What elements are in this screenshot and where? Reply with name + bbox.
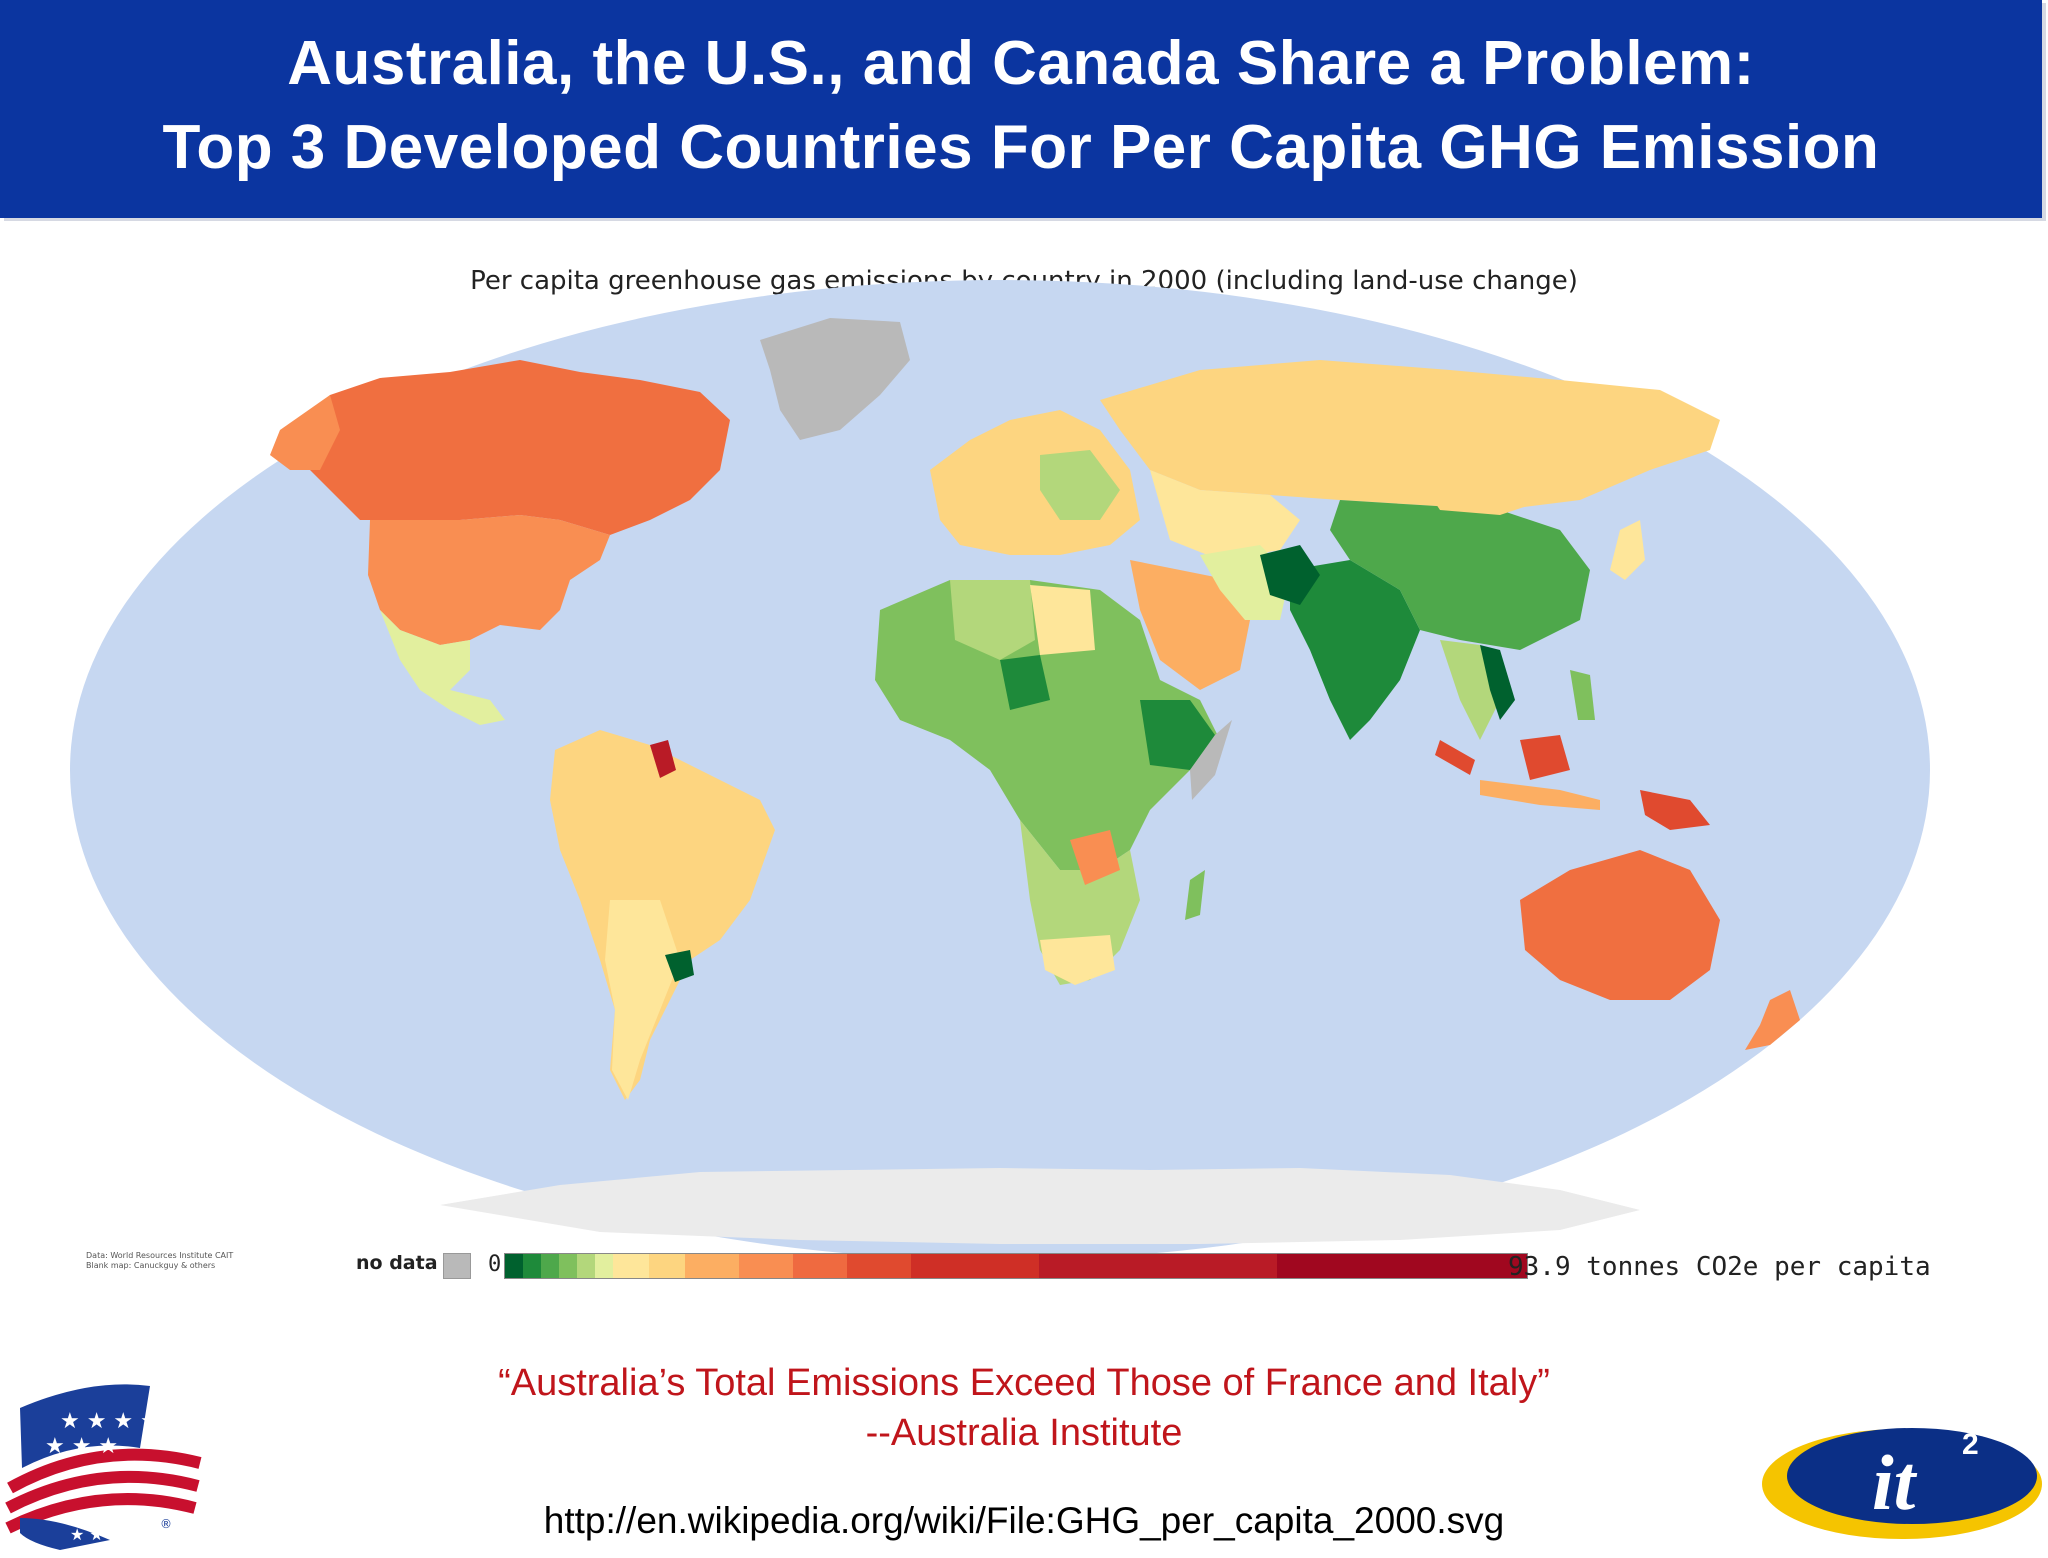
canada	[300, 360, 730, 535]
it2-logo-superscript: 2	[1962, 1428, 1979, 1461]
svg-text:★ ★ ★: ★ ★ ★	[45, 1434, 118, 1459]
slide-title-line1: Australia, the U.S., and Canada Share a …	[287, 29, 1755, 98]
legend-swatch	[505, 1254, 523, 1278]
it2-logo-text: it	[1872, 1439, 1918, 1526]
legend-swatch	[793, 1254, 847, 1278]
indonesia-islands	[1480, 780, 1600, 810]
legend-swatch	[685, 1254, 739, 1278]
quote: “Australia’s Total Emissions Exceed Thos…	[0, 1358, 2048, 1458]
legend-swatch	[523, 1254, 541, 1278]
slide-title-line2: Top 3 Developed Countries For Per Capita…	[162, 113, 1880, 182]
legend-swatch	[1039, 1254, 1277, 1278]
legend-swatch	[613, 1254, 649, 1278]
japan	[1610, 520, 1645, 580]
india	[1290, 560, 1420, 740]
legend-color-scale	[504, 1253, 1528, 1279]
africa-north	[875, 580, 1220, 870]
mongolia	[1420, 480, 1530, 515]
map-credit-line1: Data: World Resources Institute CAIT	[86, 1251, 234, 1260]
libya	[1030, 585, 1095, 655]
legend-swatch	[847, 1254, 911, 1278]
map-credit: Data: World Resources Institute CAIT Bla…	[86, 1251, 233, 1271]
legend-swatch	[649, 1254, 685, 1278]
svg-text:★ ★: ★ ★	[70, 1525, 104, 1544]
legend-swatch	[739, 1254, 793, 1278]
mexico	[380, 610, 505, 725]
slide-header: Australia, the U.S., and Canada Share a …	[0, 0, 2042, 218]
legend-no-data-label: no data	[356, 1252, 438, 1274]
legend-swatch	[577, 1254, 595, 1278]
greenland	[760, 318, 910, 440]
quote-line1: “Australia’s Total Emissions Exceed Thos…	[498, 1362, 1550, 1404]
australia	[1520, 850, 1720, 1000]
zambia	[1070, 830, 1120, 885]
svg-text:★ ★ ★ ★: ★ ★ ★ ★	[60, 1409, 160, 1434]
algeria	[950, 580, 1035, 660]
usa	[368, 515, 610, 645]
middle-east	[1130, 560, 1250, 690]
papua	[1640, 790, 1710, 830]
quote-attribution: --Australia Institute	[865, 1412, 1183, 1454]
it2-logo: it 2	[1752, 1404, 2048, 1558]
madagascar	[1185, 870, 1205, 920]
legend-swatch	[559, 1254, 577, 1278]
somalia	[1190, 720, 1232, 800]
argentina	[605, 900, 680, 1100]
mali-niger	[1000, 655, 1050, 710]
pakistan	[1260, 545, 1320, 605]
map-credit-line2: Blank map: Canuckguy & others	[86, 1261, 216, 1270]
antarctica	[440, 1168, 1640, 1244]
american-flag-ribbon-logo: ★ ★ ★ ★ ★ ★ ★ ★ ★ ®	[0, 1368, 210, 1558]
legend-min-label: 0	[488, 1252, 502, 1277]
legend-swatch	[595, 1254, 613, 1278]
russia	[1100, 360, 1720, 510]
indonesia-sumatra	[1435, 740, 1475, 775]
borneo	[1520, 735, 1570, 780]
ethiopia	[1140, 700, 1215, 770]
legend-swatch	[541, 1254, 559, 1278]
source-url: http://en.wikipedia.org/wiki/File:GHG_pe…	[543, 1500, 1505, 1541]
legend-swatch	[1277, 1254, 1527, 1278]
uruguay	[665, 950, 694, 982]
guyana	[650, 740, 676, 778]
vietnam	[1480, 645, 1515, 720]
legend-max-label: 93.9 tonnes CO2e per capita	[1508, 1252, 1931, 1282]
legend-no-data-swatch	[443, 1253, 471, 1279]
legend-swatch	[911, 1254, 1039, 1278]
south-africa	[1040, 935, 1115, 985]
philippines	[1570, 670, 1595, 720]
china	[1330, 500, 1590, 650]
europe-east	[1040, 450, 1120, 520]
svg-text:®: ®	[160, 1517, 172, 1531]
alaska	[270, 395, 340, 470]
kazakhstan	[1150, 470, 1300, 560]
new-zealand	[1745, 990, 1800, 1050]
